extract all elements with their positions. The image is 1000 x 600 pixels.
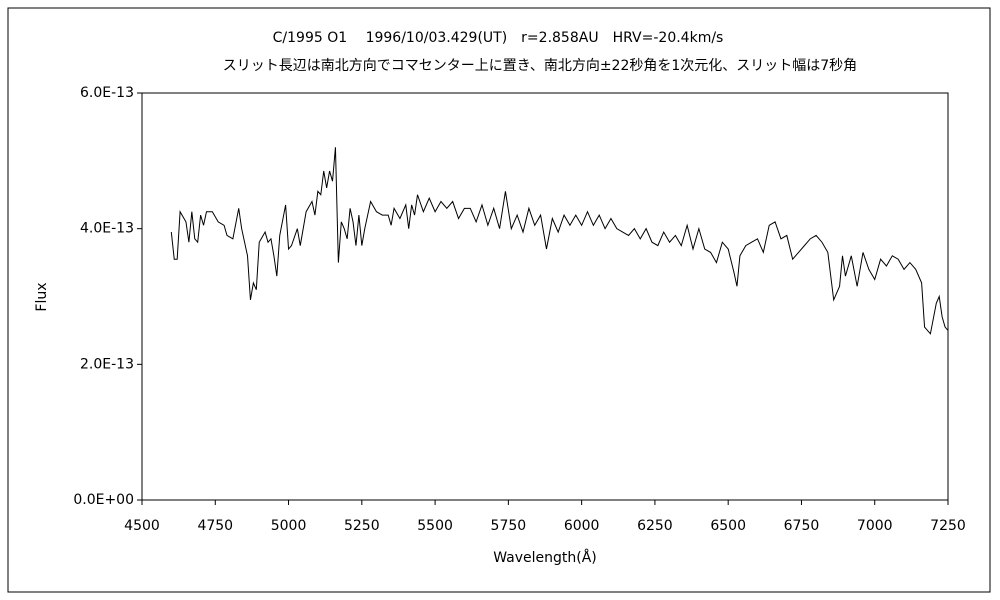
plot-area xyxy=(141,92,949,501)
x-tick-label: 6500 xyxy=(710,518,746,534)
x-tick-label: 6250 xyxy=(637,518,673,534)
x-axis-label: Wavelength(Å) xyxy=(493,549,597,566)
y-tick-label: 4.0E-13 xyxy=(80,221,134,237)
y-axis-label: Flux xyxy=(34,282,50,311)
x-tick-label: 5000 xyxy=(271,518,307,534)
x-tick-label: 5250 xyxy=(344,518,380,534)
x-tick-label: 6000 xyxy=(564,518,600,534)
x-tick-label: 5500 xyxy=(417,518,453,534)
x-tick-label: 7000 xyxy=(857,518,893,534)
chart-title: C/1995 O1 1996/10/03.429(UT) r=2.858AU H… xyxy=(273,30,724,46)
x-tick-label: 7250 xyxy=(930,518,966,534)
x-tick-label: 6750 xyxy=(784,518,820,534)
x-tick-label: 4750 xyxy=(197,518,233,534)
y-tick-label: 0.0E+00 xyxy=(73,492,134,508)
chart-subtitle: スリット長辺は南北方向でコマセンター上に置き、南北方向±22秒角を1次元化、スリ… xyxy=(223,58,857,74)
spectrum-line xyxy=(170,147,949,335)
x-tick-label: 5750 xyxy=(491,518,527,534)
y-tick-label: 6.0E-13 xyxy=(80,85,134,101)
x-tick-label: 4500 xyxy=(124,518,160,534)
y-tick-label: 2.0E-13 xyxy=(80,356,134,372)
